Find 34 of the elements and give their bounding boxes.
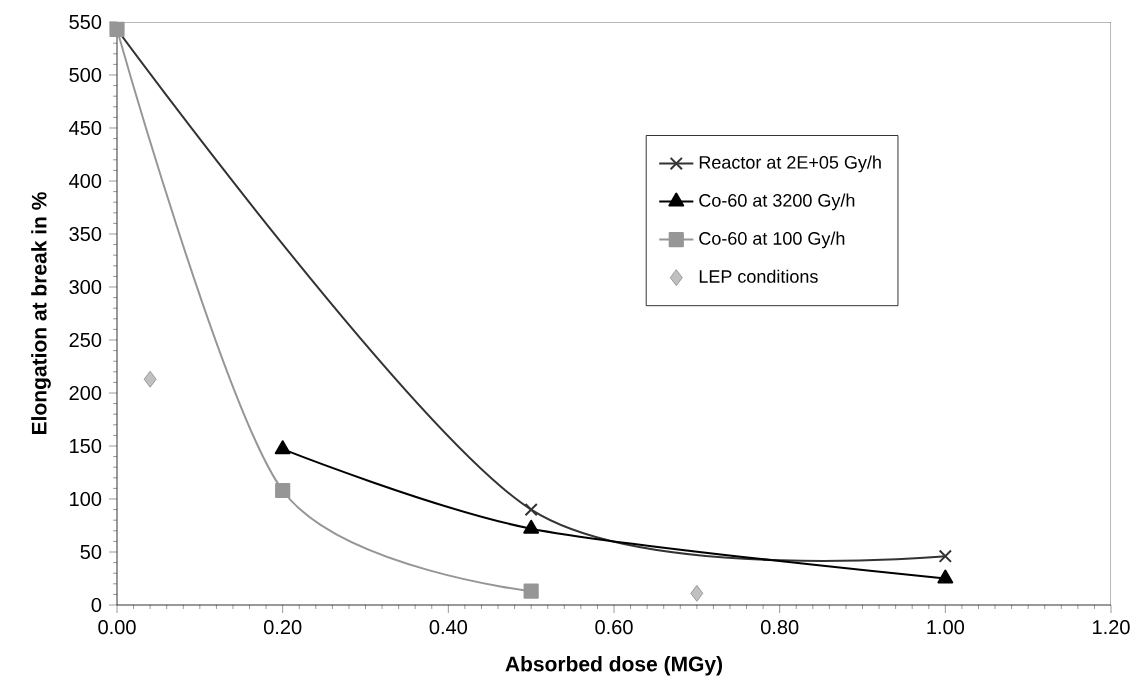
x-tick-label: 0.40 bbox=[429, 620, 468, 635]
x-tick-label: 1.20 bbox=[1093, 620, 1130, 635]
y-tick-label: 0 bbox=[91, 597, 102, 613]
y-tick-label: 300 bbox=[69, 279, 102, 295]
x-tick-label: 0.20 bbox=[263, 620, 302, 635]
x-tick-label: 0.80 bbox=[760, 620, 799, 635]
y-tick-label: 250 bbox=[69, 332, 102, 348]
x-tick-label: 1.00 bbox=[927, 620, 965, 635]
y-tick-label: 100 bbox=[70, 491, 102, 507]
x-tick-label: 0.00 bbox=[98, 620, 136, 635]
point bbox=[143, 370, 157, 388]
point bbox=[523, 519, 540, 534]
point bbox=[275, 482, 291, 499]
y-tick-label: 550 bbox=[69, 14, 102, 30]
point bbox=[523, 583, 539, 599]
legend-label: Co-60 at 100 Gy/h bbox=[699, 231, 845, 249]
y-tick-label: 450 bbox=[69, 120, 102, 136]
legend-label: Co-60 at 3200 Gy/h bbox=[699, 193, 855, 211]
point bbox=[690, 584, 704, 602]
legend-label: LEP conditions bbox=[699, 269, 818, 283]
x-axis-title: Absorbed dose (MGy) bbox=[505, 655, 723, 676]
point bbox=[937, 569, 954, 584]
y-tick-label: 400 bbox=[69, 173, 102, 189]
legend-label: Reactor at 2E+05 Gy/h bbox=[699, 155, 881, 173]
y-tick-label: 200 bbox=[69, 385, 102, 401]
y-tick-label: 500 bbox=[69, 67, 102, 83]
point bbox=[524, 502, 538, 517]
y-axis-title: Elongation at break in % bbox=[31, 192, 51, 435]
y-tick-label: 350 bbox=[69, 226, 102, 242]
y-tick-label: 150 bbox=[70, 438, 102, 454]
x-tick-label: 0.60 bbox=[595, 620, 633, 635]
point bbox=[938, 549, 952, 563]
y-tick-label: 50 bbox=[80, 544, 102, 560]
point bbox=[274, 440, 291, 455]
